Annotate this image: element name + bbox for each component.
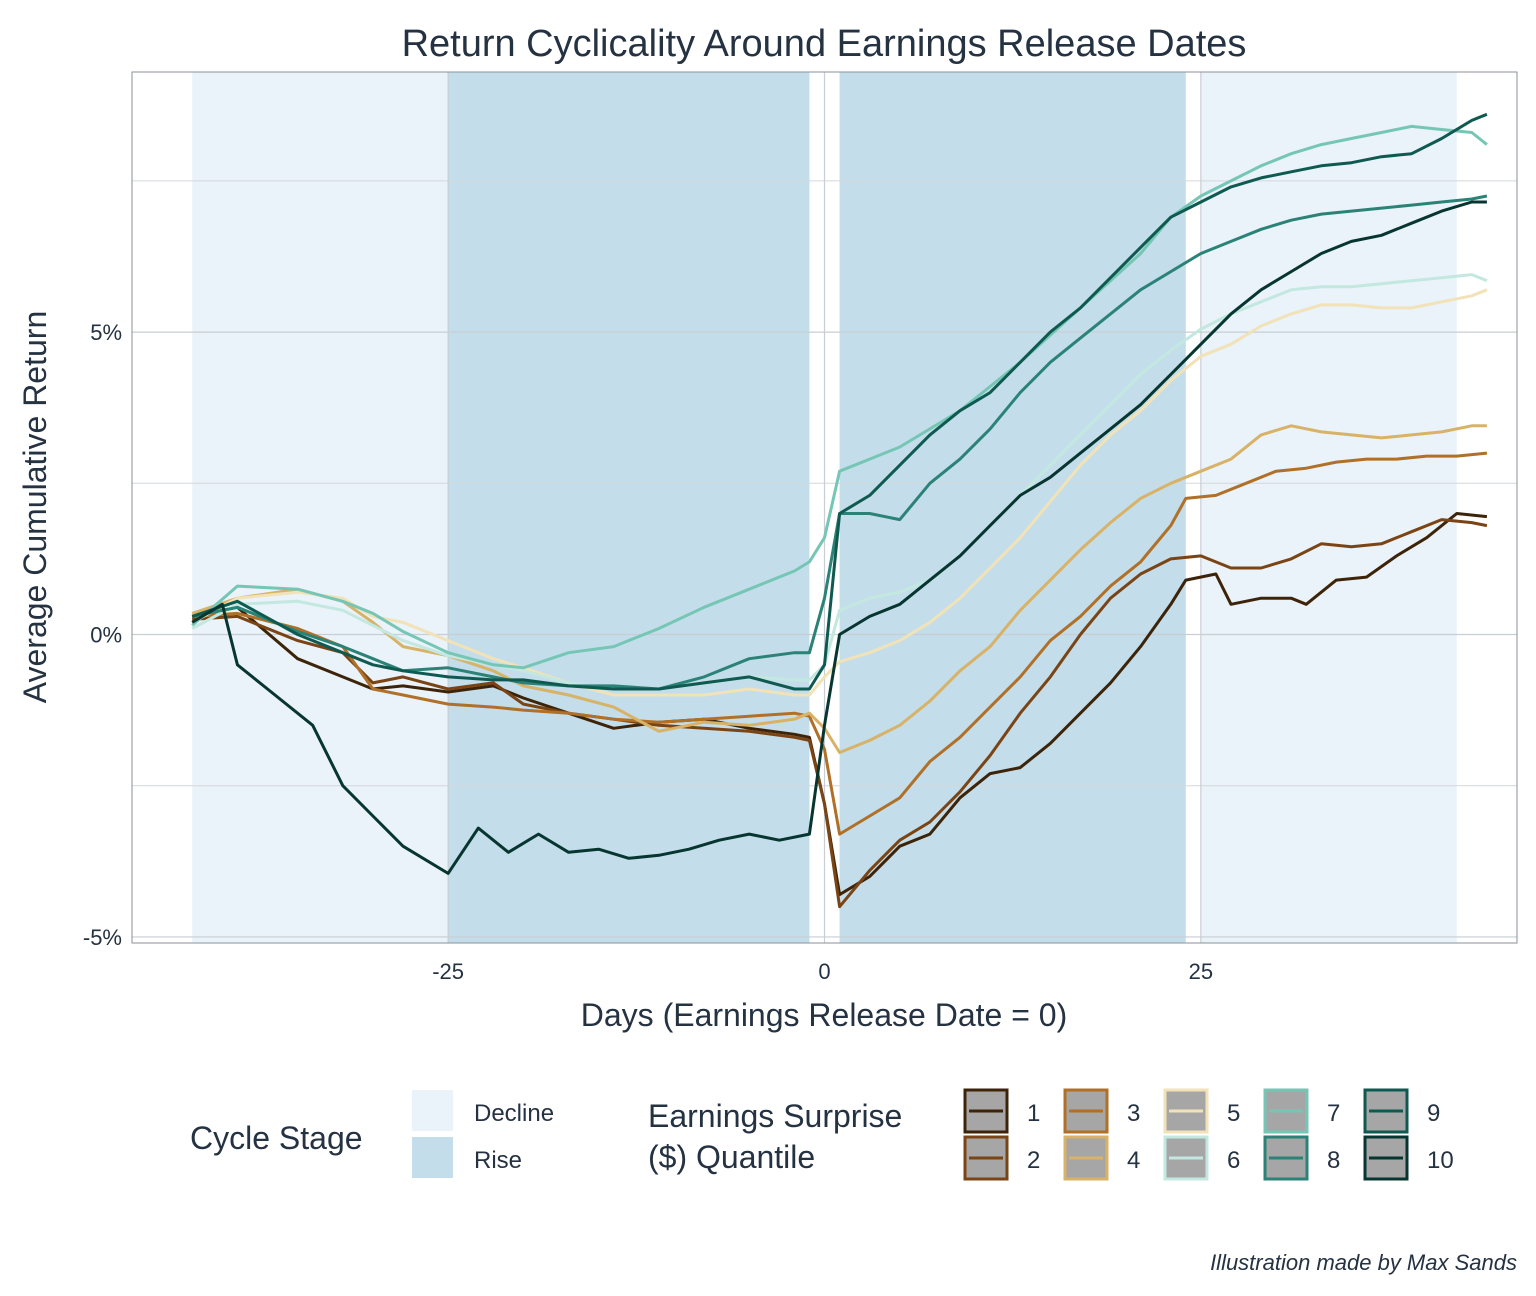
series-line-5 bbox=[191, 288, 1488, 697]
y-axis-title: Average Cumulative Return bbox=[17, 311, 53, 704]
series-lines bbox=[191, 112, 1488, 909]
band-rise-1 bbox=[448, 72, 810, 943]
series-line-4 bbox=[191, 424, 1487, 754]
y-tick-label: -5% bbox=[83, 925, 122, 950]
series-line-2 bbox=[192, 518, 1488, 909]
band-rise-2 bbox=[839, 72, 1186, 943]
legend-cycle-stage: Cycle Stage Decline Rise bbox=[190, 1090, 554, 1178]
legend-series-title-line2: ($) Quantile bbox=[648, 1139, 815, 1175]
legend-key-decline bbox=[412, 1090, 453, 1131]
x-axis-title: Days (Earnings Release Date = 0) bbox=[581, 997, 1067, 1033]
y-tick-label: 0% bbox=[90, 623, 122, 648]
legend-label-rise: Rise bbox=[474, 1147, 522, 1174]
legend-label-quantile-5: 5 bbox=[1227, 1100, 1240, 1127]
legend-label-quantile-7: 7 bbox=[1327, 1100, 1340, 1127]
legend-label-quantile-8: 8 bbox=[1327, 1147, 1340, 1174]
legend-earnings-surprise: Earnings Surprise ($) Quantile 1 2 3 4 5 6 7 8 9… bbox=[648, 1088, 1454, 1181]
legend-label-quantile-4: 4 bbox=[1127, 1147, 1140, 1174]
legend-series-title-line1: Earnings Surprise bbox=[648, 1098, 902, 1134]
series-line-8 bbox=[191, 194, 1488, 691]
legend-key-rise bbox=[412, 1137, 453, 1178]
cycle-stage-bands bbox=[192, 72, 1457, 943]
chart-title: Return Cyclicality Around Earnings Relea… bbox=[402, 23, 1247, 65]
y-tick-label: 5% bbox=[90, 320, 122, 345]
legend-label-quantile-2: 2 bbox=[1027, 1147, 1040, 1174]
series-line-1 bbox=[191, 512, 1488, 897]
x-tick-label: -25 bbox=[432, 959, 464, 984]
legend-label-decline: Decline bbox=[474, 1100, 554, 1127]
axis-ticks: -25 0 25 -5% 0% 5% bbox=[83, 320, 1213, 984]
legend-cycle-title: Cycle Stage bbox=[190, 1120, 363, 1156]
legend-label-quantile-3: 3 bbox=[1127, 1100, 1140, 1127]
legend-label-quantile-9: 9 bbox=[1427, 1100, 1440, 1127]
plot-border bbox=[131, 71, 1518, 944]
legend-label-quantile-1: 1 bbox=[1027, 1100, 1040, 1127]
series-line-3 bbox=[192, 451, 1488, 836]
series-line-9 bbox=[191, 112, 1488, 691]
series-line-10 bbox=[191, 200, 1487, 875]
legend-label-quantile-10: 10 bbox=[1427, 1147, 1454, 1174]
caption: Illustration made by Max Sands bbox=[1210, 1250, 1517, 1275]
x-tick-label: 0 bbox=[818, 959, 830, 984]
band-decline-0 bbox=[192, 72, 449, 943]
series-line-7 bbox=[191, 124, 1488, 670]
band-decline-3 bbox=[1200, 72, 1457, 943]
x-tick-label: 25 bbox=[1189, 959, 1213, 984]
legend-label-quantile-6: 6 bbox=[1227, 1147, 1240, 1174]
